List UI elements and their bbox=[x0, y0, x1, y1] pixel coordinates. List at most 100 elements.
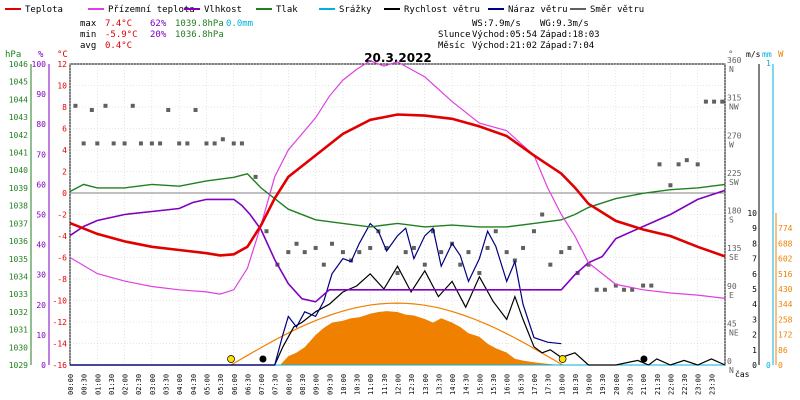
ground-temp-line bbox=[69, 60, 726, 299]
tick-pct: 90 bbox=[36, 90, 46, 99]
pressure-line bbox=[69, 173, 726, 228]
tick-time: 12:30 bbox=[408, 374, 416, 395]
tick-time: 10:30 bbox=[354, 374, 362, 395]
wind-dir-point bbox=[493, 229, 498, 234]
wind-dir-point bbox=[239, 141, 244, 146]
tick-time: 01:30 bbox=[108, 374, 116, 395]
sunrise: Východ:05:54 bbox=[472, 30, 537, 40]
unit-hpa: hPa bbox=[5, 50, 21, 60]
tick-time: 05:00 bbox=[203, 374, 211, 395]
tick-time: 01:00 bbox=[94, 374, 102, 395]
tick-temp: -16 bbox=[53, 361, 68, 370]
wind-dir-point bbox=[602, 287, 607, 292]
tick-hpa: 1046 bbox=[9, 60, 28, 69]
tick-time: 00:00 bbox=[67, 374, 75, 395]
wind-dir-point bbox=[330, 241, 334, 246]
tick-ms: 8 bbox=[752, 239, 757, 248]
tick-time: 15:00 bbox=[476, 374, 484, 395]
tick-time: 14:30 bbox=[463, 374, 471, 395]
markers bbox=[227, 355, 648, 363]
tick-w: 688 bbox=[778, 239, 793, 248]
tick-dir-letter: E bbox=[729, 291, 734, 300]
tick-deg: 45 bbox=[727, 319, 737, 328]
legend-label: Náraz větru bbox=[508, 5, 568, 15]
wind-dir-point bbox=[586, 262, 591, 267]
chart-date: 20.3.2022 bbox=[364, 51, 432, 65]
wind-dir-point bbox=[368, 245, 373, 250]
tick-time: 22:30 bbox=[681, 374, 689, 395]
tick-temp: -6 bbox=[57, 254, 67, 263]
stat-max-rain: 0.0mm bbox=[226, 19, 253, 29]
tick-dir-letter: NW bbox=[729, 103, 739, 112]
axes: 1046104510441043104210411040103910381037… bbox=[9, 56, 793, 395]
unit-c: °C bbox=[57, 50, 68, 60]
tick-w: 258 bbox=[778, 315, 793, 324]
wind-dir-point bbox=[130, 103, 135, 108]
wind-dir-point bbox=[149, 141, 154, 146]
wind-dir-point bbox=[286, 250, 291, 255]
tick-time: 09:00 bbox=[313, 374, 321, 395]
tick-pct: 20 bbox=[36, 301, 46, 310]
wind-dir-point bbox=[458, 262, 463, 267]
moonrise: Východ:21:02 bbox=[472, 41, 537, 51]
tick-time: 02:30 bbox=[135, 374, 143, 395]
tick-time: 05:30 bbox=[217, 374, 225, 395]
tick-time: 02:00 bbox=[122, 374, 130, 395]
wind-dir-point bbox=[212, 141, 217, 146]
tick-mm: 1 bbox=[766, 59, 771, 68]
tick-time: 16:00 bbox=[504, 374, 512, 395]
wind-dir-point bbox=[594, 287, 599, 292]
tick-deg: 135 bbox=[727, 244, 742, 253]
tick-time: 17:30 bbox=[545, 374, 553, 395]
wind-dir-point bbox=[676, 162, 681, 167]
wind-dir-point bbox=[384, 245, 389, 250]
tick-time: 03:00 bbox=[149, 374, 157, 395]
tick-time: 06:30 bbox=[244, 374, 252, 395]
tick-ms: 3 bbox=[752, 315, 757, 324]
unit-pct: % bbox=[38, 50, 44, 60]
tick-time: 13:00 bbox=[422, 374, 430, 395]
tick-hpa: 1032 bbox=[9, 308, 28, 317]
tick-pct: 40 bbox=[36, 241, 46, 250]
wind-dir-point bbox=[567, 245, 572, 250]
tick-time: 23:00 bbox=[695, 374, 703, 395]
tick-dir-letter: N bbox=[729, 65, 734, 74]
wind-dir-point bbox=[220, 137, 225, 142]
wind-dir-point bbox=[73, 103, 78, 108]
wind-dir-point bbox=[422, 262, 427, 267]
unit-deg: ° bbox=[728, 50, 733, 60]
wind-dir-point bbox=[158, 141, 163, 146]
tick-time: 14:00 bbox=[449, 374, 457, 395]
clear-sky-curve bbox=[230, 302, 563, 366]
tick-hpa: 1041 bbox=[9, 149, 28, 158]
tick-ms: 1 bbox=[752, 346, 757, 355]
tick-dir-letter: W bbox=[729, 140, 734, 149]
stat-max-label: max bbox=[80, 19, 97, 29]
wind-dir-point bbox=[548, 262, 553, 267]
wind-dir-point bbox=[466, 250, 471, 255]
tick-hpa: 1033 bbox=[9, 290, 28, 299]
wind-dir-point bbox=[103, 103, 108, 108]
tick-w: 602 bbox=[778, 255, 793, 264]
tick-dir-letter: SW bbox=[729, 178, 739, 187]
legend-label: Srážky bbox=[339, 5, 372, 15]
tick-dir-letter: N bbox=[729, 366, 734, 375]
wind-dir-point bbox=[204, 141, 209, 146]
tick-pct: 10 bbox=[36, 331, 46, 340]
unit-mm: mm bbox=[762, 50, 772, 59]
wind-dir-point bbox=[622, 287, 627, 292]
sunset: Západ:18:03 bbox=[540, 30, 600, 40]
tick-hpa: 1045 bbox=[9, 78, 28, 87]
tick-hpa: 1043 bbox=[9, 113, 28, 122]
unit-w: W bbox=[778, 50, 784, 60]
tick-dir-letter: SE bbox=[729, 253, 739, 262]
tick-hpa: 1038 bbox=[9, 202, 28, 211]
tick-temp: -10 bbox=[53, 297, 68, 306]
wind-dir-point bbox=[649, 283, 654, 288]
tick-time: 21:00 bbox=[640, 374, 648, 395]
wind-dir-point bbox=[302, 250, 307, 255]
tick-temp: -4 bbox=[57, 232, 67, 241]
tick-ms: 7 bbox=[752, 255, 757, 264]
tick-time: 16:30 bbox=[517, 374, 525, 395]
wind-gust-line bbox=[70, 222, 562, 366]
